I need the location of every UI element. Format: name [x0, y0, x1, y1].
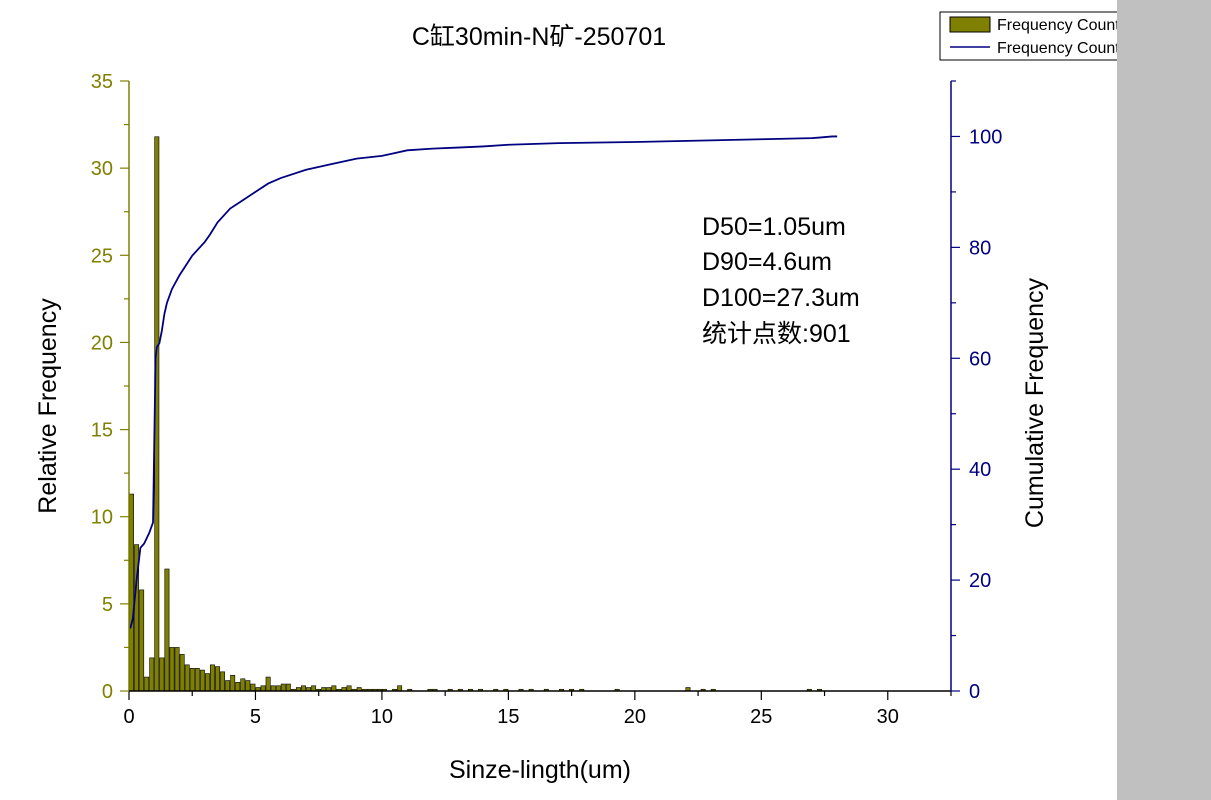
bar — [311, 685, 317, 692]
bar — [346, 685, 352, 692]
y2-tick-label: 80 — [969, 237, 991, 259]
bar — [210, 664, 215, 692]
bar — [245, 680, 251, 692]
bar — [260, 685, 266, 692]
legend-label-bar: Frequency Counts of A — [997, 17, 1117, 34]
bar — [194, 668, 200, 692]
y2-axis-title: Cumulative Frequency — [1021, 277, 1049, 528]
bar — [204, 673, 210, 692]
bar — [235, 681, 241, 692]
bar — [169, 647, 175, 692]
cumulative-line — [129, 135, 838, 629]
bar — [189, 668, 195, 692]
y-tick-label: 5 — [102, 594, 113, 616]
bar — [270, 685, 276, 692]
y2-tick-label: 100 — [969, 126, 1002, 148]
annotations: D50=1.05um D90=4.6um D100=27.3um 统计点数:90… — [702, 213, 860, 348]
annotation-d100: D100=27.3um — [702, 284, 860, 312]
y-tick-label: 20 — [91, 332, 113, 354]
y-axis-title: Relative Frequency — [34, 298, 62, 514]
plot-frame — [129, 81, 951, 691]
bar — [230, 675, 236, 692]
x-tick-label: 5 — [250, 706, 261, 728]
y-tick-label: 10 — [91, 507, 113, 529]
bar — [331, 685, 337, 692]
bar — [285, 683, 291, 692]
y2-tick-label: 20 — [969, 570, 991, 592]
bar — [184, 664, 190, 692]
x-tick-label: 25 — [750, 706, 772, 728]
x-axis-title: Sinze-lingth(um) — [449, 756, 631, 784]
side-panel — [1117, 0, 1211, 800]
axis-ticks: 0 5 10 15 20 25 30 0 5 10 15 20 25 30 35 0 20 40 60 80 100 — [91, 71, 1003, 728]
bar — [280, 683, 286, 692]
y-tick-label: 0 — [102, 681, 113, 703]
bar — [149, 657, 155, 692]
bar — [215, 666, 220, 692]
bar — [225, 680, 231, 692]
bar — [265, 676, 271, 692]
plot-area — [129, 135, 838, 692]
bar — [174, 647, 180, 692]
x-tick-label: 30 — [877, 706, 899, 728]
y-tick-label: 15 — [91, 420, 113, 442]
bar — [159, 657, 165, 692]
legend-swatch-bar — [949, 16, 991, 33]
bar — [220, 671, 226, 692]
x-tick-label: 0 — [123, 706, 134, 728]
bar — [164, 568, 170, 692]
y2-tick-label: 60 — [969, 348, 991, 370]
chart-title: C缸30min-N矿-250701 — [412, 23, 666, 51]
y2-tick-label: 0 — [969, 681, 980, 703]
bar — [144, 676, 150, 692]
bar — [240, 678, 246, 692]
y2-tick-label: 40 — [969, 459, 991, 481]
bar — [129, 493, 134, 692]
bar — [397, 685, 403, 692]
annotation-d50: D50=1.05um — [702, 213, 846, 241]
annotation-count: 统计点数:901 — [702, 320, 851, 348]
y-tick-label: 30 — [91, 158, 113, 180]
chart: C缸30min-N矿-250701 0 5 10 15 20 25 30 0 5 10 15 20 25… — [34, 11, 1117, 784]
annotation-d90: D90=4.6um — [702, 248, 832, 276]
bar — [139, 589, 145, 692]
bar — [179, 654, 185, 692]
y-tick-label: 25 — [91, 245, 113, 267]
bar — [199, 669, 205, 692]
bar — [250, 683, 256, 692]
x-tick-label: 20 — [624, 706, 646, 728]
bar — [275, 685, 281, 692]
bar — [301, 685, 306, 692]
legend: Frequency Counts of A Frequency Counts o… — [939, 11, 1117, 61]
x-tick-label: 10 — [371, 706, 393, 728]
x-tick-label: 15 — [497, 706, 519, 728]
legend-label-line: Frequency Counts of A — [997, 40, 1117, 57]
y-tick-label: 35 — [91, 71, 113, 93]
